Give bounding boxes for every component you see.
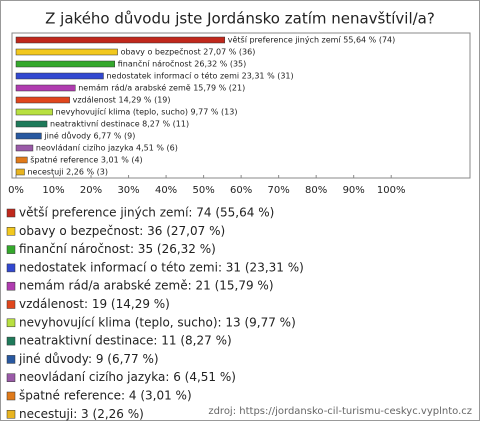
bar [15,168,25,176]
bar [15,48,118,56]
legend-label: jiné důvody: 9 (6,77 %) [18,352,159,366]
bar [15,132,42,140]
x-tick-label: 30% [117,185,139,196]
legend-label: nedostatek informací o této zemi: 31 (23… [19,260,304,274]
x-tick-label: 90% [343,185,365,196]
plot-area [11,32,471,179]
data-label: obavy o bezpečnost 27,07 % (36) [121,47,256,57]
legend-label: špatné reference: 4 (3,01 %) [19,389,192,403]
data-label: jiné důvody 6,77 % (9) [43,131,135,141]
legend-swatch [6,391,16,401]
source: zdroj: https://jordansko-cil-turismu-ces… [208,406,472,417]
bar [15,60,116,68]
x-tick-label: 20% [80,185,102,196]
data-label: nedostatek informací o této zemi 23,31 %… [106,71,293,81]
bar [15,72,104,80]
legend-label: finanční náročnost: 35 (26,32 %) [19,242,216,256]
legend-swatch [6,300,16,309]
data-label: nevyhovující klima (teplo, sucho) 9,77 %… [56,108,238,117]
bar [15,156,28,164]
legend-label: obavy o bezpečnost: 36 (27,07 %) [19,224,225,238]
legend-swatch [6,245,16,254]
legend-swatch [6,355,16,364]
data-label: vzdálenost 14,29 % (19) [73,96,171,105]
legend-swatch [6,227,16,236]
data-label: nemám rád/a arabské země 15,79 % (21) [78,83,245,93]
x-tick-label: 10% [42,185,64,196]
data-label: špatné reference 3,01 % (4) [30,155,142,165]
legend-swatch [6,410,16,419]
legend-label: nemám rád/a arabské země: 21 (15,79 %) [19,279,274,293]
x-tick-label: 100% [377,185,406,196]
x-tick-label: 50% [192,185,214,196]
legend-swatch [6,318,16,328]
data-label: větší preference jiných zemí 55,64 % (74… [228,35,396,45]
x-tick-label: 40% [155,185,177,196]
legend-label: neovládaní cizího jazyka: 6 (4,51 %) [19,370,236,384]
bar [15,120,48,128]
data-label: necestuji 2,26 % (3) [27,168,108,177]
chart-title: Z jakého důvodu jste Jordánsko zatím nen… [45,10,435,28]
legend-label: nevyhovující klima (teplo, sucho): 13 (9… [19,315,296,329]
legend-swatch [6,208,16,218]
legend-label: větší preference jiných zemí: 74 (55,64 … [19,206,274,220]
data-label: finanční náročnost 26,32 % (35) [118,59,247,69]
legend-swatch [6,336,16,346]
bar [15,84,76,92]
x-tick-label: 70% [268,185,290,196]
bar [15,144,34,152]
data-label: neovládaní cizího jazyka 4,51 % (6) [36,144,178,153]
legend-label: neatraktivní destinace: 11 (8,27 %) [19,334,232,348]
legend-label: necestuji: 3 (2,26 %) [19,407,144,421]
legend-swatch [6,263,16,273]
legend-swatch [6,373,16,382]
x-tick-label: 80% [305,185,327,196]
legend-swatch [6,281,16,291]
x-tick-label: 60% [230,185,252,196]
bar [15,36,226,44]
bar [15,96,70,104]
legend-label: vzdálenost: 19 (14,29 %) [19,297,170,311]
bar [15,108,53,116]
x-tick-label: 0% [8,185,24,196]
data-label: neatraktivní destinace 8,27 % (11) [50,120,189,129]
